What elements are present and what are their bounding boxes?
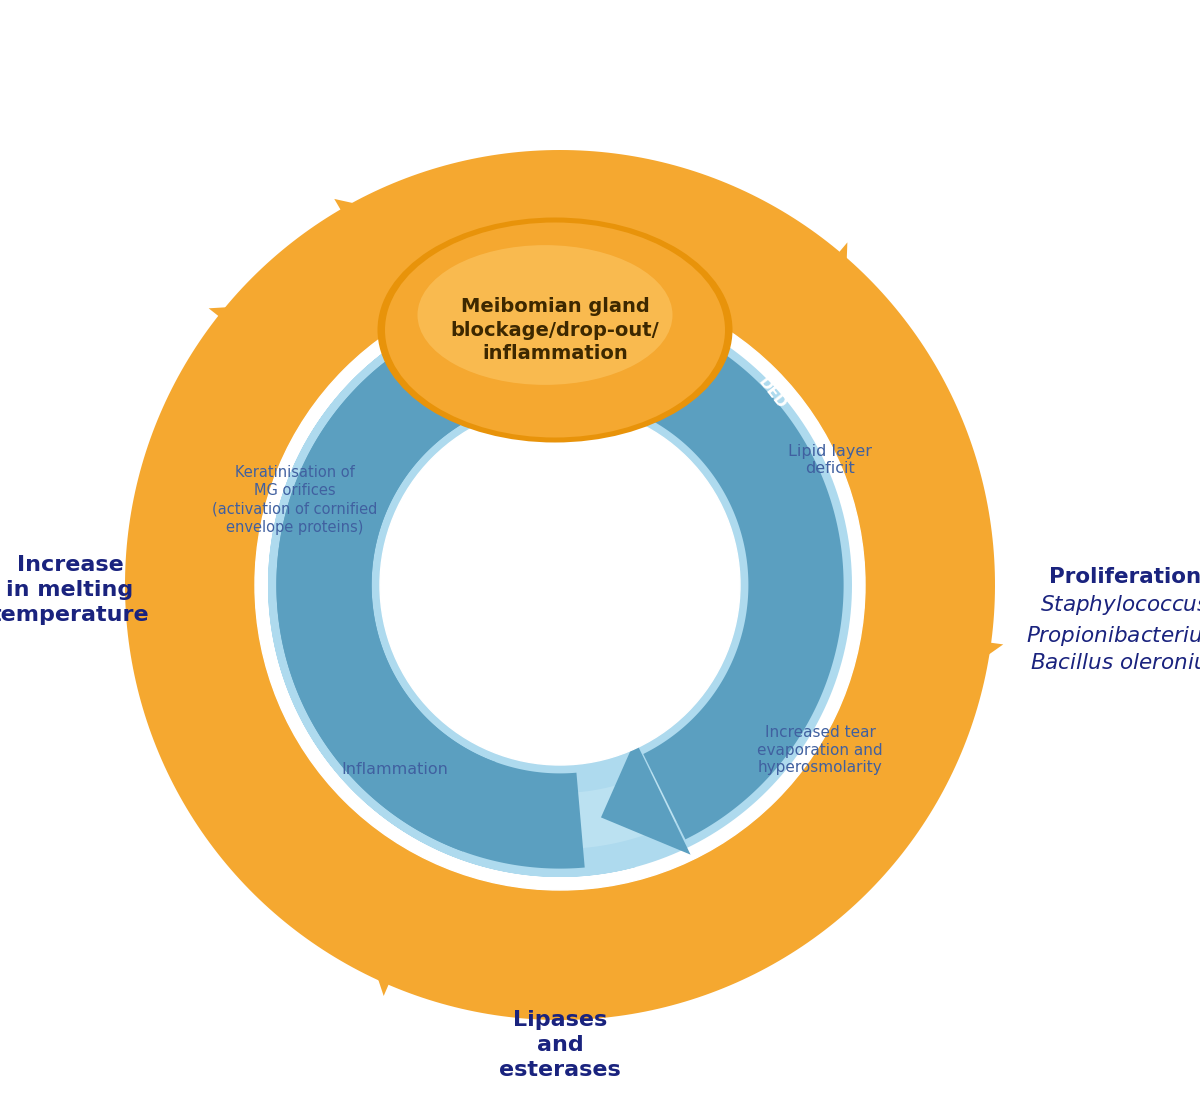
- Text: Keratinisation of
MG orifices
(activation of cornified
envelope proteins): Keratinisation of MG orifices (activatio…: [212, 464, 378, 536]
- Polygon shape: [209, 302, 330, 403]
- Text: Inflammation: Inflammation: [342, 762, 449, 778]
- Text: Meibomian gland
blockage/drop-out/
inflammation: Meibomian gland blockage/drop-out/ infla…: [451, 297, 659, 364]
- Polygon shape: [314, 158, 833, 345]
- Text: Lipases
and
esterases: Lipases and esterases: [499, 1010, 620, 1080]
- Text: DED: DED: [755, 375, 788, 412]
- Circle shape: [380, 406, 740, 765]
- Polygon shape: [587, 304, 844, 840]
- Polygon shape: [268, 293, 852, 877]
- Polygon shape: [125, 150, 995, 1020]
- Polygon shape: [348, 854, 444, 996]
- Polygon shape: [293, 169, 827, 336]
- Polygon shape: [335, 199, 464, 333]
- Polygon shape: [394, 717, 947, 1012]
- Polygon shape: [217, 189, 902, 413]
- Text: Increase
in melting
temperature: Increase in melting temperature: [0, 555, 149, 624]
- Ellipse shape: [378, 218, 732, 442]
- Polygon shape: [587, 159, 988, 640]
- Polygon shape: [470, 299, 552, 421]
- Polygon shape: [415, 323, 511, 434]
- Polygon shape: [133, 218, 401, 935]
- Text: Proliferation
$\it{Staphylococcus}$
$\it{Propionibacterium}$
$\it{Bacillus\ oler: Proliferation $\it{Staphylococcus}$ $\it…: [1026, 567, 1200, 673]
- Polygon shape: [601, 740, 690, 854]
- Polygon shape: [133, 323, 359, 913]
- Text: MGD: MGD: [893, 255, 937, 304]
- Ellipse shape: [418, 245, 672, 385]
- Polygon shape: [748, 242, 847, 360]
- Text: Increased tear
evaporation and
hyperosmolarity: Increased tear evaporation and hyperosmo…: [757, 725, 883, 775]
- Polygon shape: [312, 656, 808, 849]
- Circle shape: [256, 280, 865, 890]
- Polygon shape: [276, 338, 584, 869]
- Ellipse shape: [385, 222, 725, 438]
- Polygon shape: [851, 624, 1003, 712]
- Polygon shape: [276, 315, 503, 852]
- Text: Lipid layer
deficit: Lipid layer deficit: [788, 444, 872, 476]
